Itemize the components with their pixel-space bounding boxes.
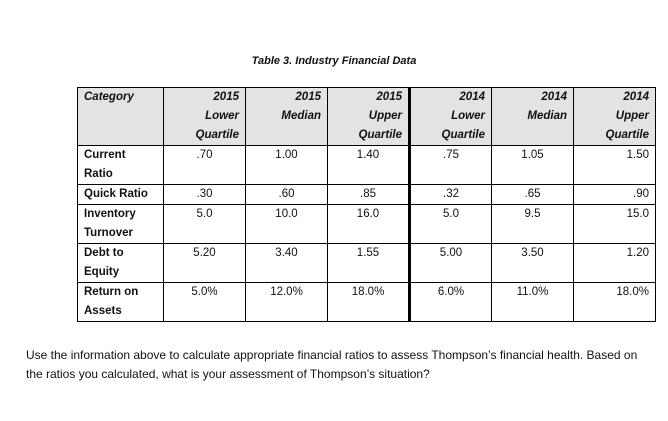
table-cell: .90 <box>573 184 656 205</box>
column-header-2014-median: 2014 Median <box>491 87 574 146</box>
table-cell: 16.0 <box>327 204 410 244</box>
table-cell: 5.0 <box>408 204 492 244</box>
table-cell: .32 <box>408 184 492 205</box>
table-cell: 1.50 <box>573 145 656 185</box>
question-text: Use the information above to calculate a… <box>26 348 638 381</box>
column-header-2014-upper-quartile: 2014 Upper Quartile <box>573 87 656 146</box>
table-row-debt-to-equity: Debt to Equity 5.20 3.40 1.55 5.00 3.50 1… <box>77 243 656 283</box>
table-cell: 15.0 <box>573 204 656 244</box>
table-cell: .70 <box>163 145 246 185</box>
table-cell: .65 <box>491 184 574 205</box>
row-label: Return on Assets <box>77 282 164 322</box>
table-cell: 1.55 <box>327 243 410 283</box>
table-cell: 5.0 <box>163 204 246 244</box>
table-cell: 1.20 <box>573 243 656 283</box>
table-cell: 3.50 <box>491 243 574 283</box>
table-cell: 1.40 <box>327 145 410 185</box>
column-header-2015-lower-quartile: 2015 Lower Quartile <box>163 87 246 146</box>
table-cell: .60 <box>245 184 328 205</box>
table-cell: 3.40 <box>245 243 328 283</box>
industry-financial-data-table: Category 2015 Lower Quartile 2015 Median… <box>77 87 656 322</box>
row-label: Debt to Equity <box>77 243 164 283</box>
column-header-2015-upper-quartile: 2015 Upper Quartile <box>327 87 410 146</box>
row-label: Current Ratio <box>77 145 164 185</box>
table-cell: 5.20 <box>163 243 246 283</box>
table-row-inventory-turnover: Inventory Turnover 5.0 10.0 16.0 5.0 9.5 … <box>77 204 656 244</box>
table-cell: 5.00 <box>408 243 492 283</box>
table-cell: 5.0% <box>163 282 246 322</box>
table-row-quick-ratio: Quick Ratio .30 .60 .85 .32 .65 .90 <box>77 184 656 205</box>
column-header-2014-lower-quartile: 2014 Lower Quartile <box>408 87 492 146</box>
table-cell: 6.0% <box>408 282 492 322</box>
table-cell: .30 <box>163 184 246 205</box>
table-cell: 1.05 <box>491 145 574 185</box>
table-cell: 10.0 <box>245 204 328 244</box>
column-header-category: Category <box>77 87 164 146</box>
table-row-current-ratio: Current Ratio .70 1.00 1.40 .75 1.05 1.50 <box>77 145 656 185</box>
row-label: Inventory Turnover <box>77 204 164 244</box>
table-cell: 18.0% <box>327 282 410 322</box>
table-cell: 1.00 <box>245 145 328 185</box>
table-cell: .85 <box>327 184 410 205</box>
table-cell: 12.0% <box>245 282 328 322</box>
table-caption: Table 3. Industry Financial Data <box>251 55 417 67</box>
table-row-return-on-assets: Return on Assets 5.0% 12.0% 18.0% 6.0% 11… <box>77 282 656 322</box>
table-cell: 9.5 <box>491 204 574 244</box>
table-header-row: Category 2015 Lower Quartile 2015 Median… <box>77 87 656 146</box>
table-cell: .75 <box>408 145 492 185</box>
table-cell: 18.0% <box>573 282 656 322</box>
row-label: Quick Ratio <box>77 184 164 205</box>
column-header-2015-median: 2015 Median <box>245 87 328 146</box>
table-cell: 11.0% <box>491 282 574 322</box>
